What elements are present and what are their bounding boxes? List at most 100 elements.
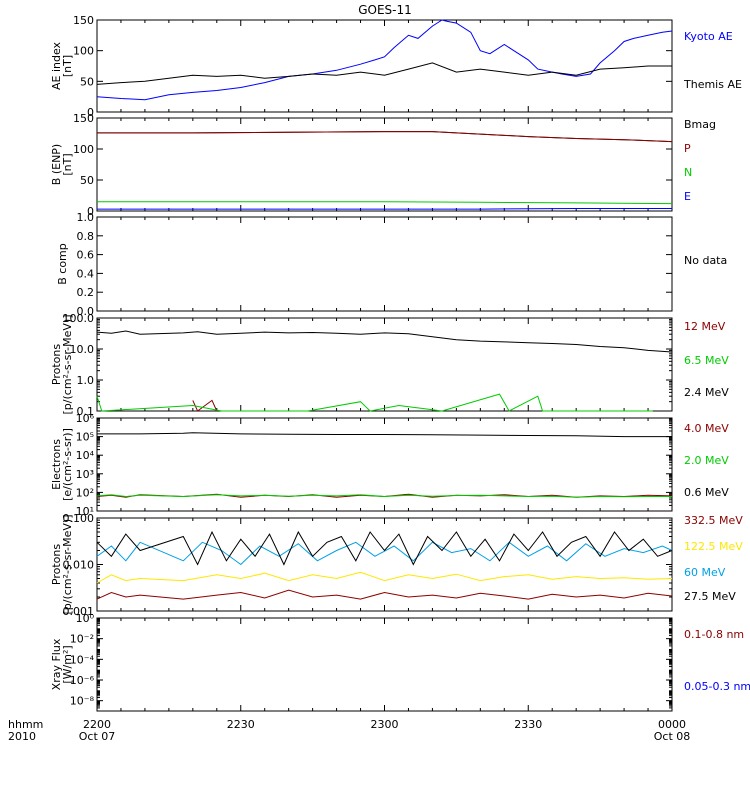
y-axis-label-line: Electrons [50, 439, 63, 490]
x-tick-date-label: Oct 08 [654, 730, 691, 743]
y-axis-label: Protons[p/(cm²-s-sr-MeV)] [50, 515, 74, 615]
y-tick-label: 0.6 [77, 249, 95, 262]
y-axis-label-line: [p/(cm²-s-sr-MeV)] [61, 515, 74, 615]
y-tick-label: 10⁻² [70, 633, 94, 646]
y-axis-label: B comp [56, 243, 69, 285]
y-tick-label: 10.0 [70, 343, 95, 356]
legend-entry: 0.1-0.8 nm [684, 628, 744, 641]
x-tick-label: 2330 [514, 718, 542, 731]
y-tick-label: 0.100 [63, 512, 95, 525]
y-tick-label: 100 [73, 143, 94, 156]
y-tick-label: 0.001 [63, 605, 95, 618]
y-axis-label-line: [nT] [61, 153, 74, 175]
legend-entry: 27.5 MeV [684, 590, 736, 603]
y-axis-label: Protons[p/(cm²-s-sr-MeV)] [50, 315, 74, 415]
series-themis-ae [96, 62, 672, 85]
y-tick-label: 0.8 [77, 230, 95, 243]
y-axis-label-line: B (ENP) [50, 144, 63, 185]
legend-entry: Themis AE [683, 78, 742, 91]
legend-entry: Kyoto AE [684, 30, 733, 43]
series-p [97, 131, 673, 143]
y-tick-label: 10⁵ [76, 431, 94, 444]
series-e [97, 208, 672, 210]
legend-entry: N [684, 166, 692, 179]
y-tick-label: 0.2 [77, 286, 95, 299]
panel-3: 0.0 0.2 0.4 0.6 0.8 1.0 B comp No data [56, 211, 727, 318]
y-tick-label: 50 [80, 174, 94, 187]
y-axis-label: Electrons[e/(cm²-s-sr)] [50, 428, 74, 501]
series-2-0-mev [96, 494, 672, 498]
legend-entry: 0.05-0.3 nm [684, 680, 750, 693]
legend-entry: 332.5 MeV [684, 514, 743, 527]
series-332-5-mev [96, 589, 673, 600]
y-axis-label-line: [e/(cm²-s-sr)] [61, 428, 74, 501]
y-axis-label-line: AE index [50, 41, 63, 90]
y-axis-label: B (ENP)[nT] [50, 144, 74, 185]
y-tick-label: 10⁰ [76, 612, 95, 625]
y-tick-label: 10⁻⁴ [70, 653, 95, 666]
y-tick-label: 150 [73, 14, 94, 27]
series-0-6-mev [97, 432, 672, 438]
panel-6: 0.0010.0100.100Protons[p/(cm²-s-sr-MeV)]… [50, 512, 743, 618]
footer-year-label: 2010 [8, 730, 36, 743]
y-tick-label: 10⁻⁶ [70, 674, 95, 687]
y-tick-label: 10⁶ [76, 412, 95, 425]
y-tick-label: 0.1 [77, 405, 95, 418]
legend-entry: 6.5 MeV [684, 354, 729, 367]
y-tick-label: 100 [73, 45, 94, 58]
y-axis-label-line: [p/(cm²-s-sr-MeV)] [61, 315, 74, 415]
y-axis-label-line: Protons [50, 544, 63, 585]
y-tick-label: 0.010 [63, 559, 95, 572]
y-axis-label-line: [W/m²] [61, 645, 74, 683]
y-tick-label: 50 [80, 75, 94, 88]
y-axis-label-line: Xray Flux [50, 638, 63, 690]
series-n [97, 201, 673, 205]
panel-2: 0 50 100 150 B (ENP)[nT] Bmag PNE [50, 112, 716, 218]
x-tick-label: 2300 [371, 718, 399, 731]
series-122-5-mev [96, 571, 673, 584]
x-tick-label: 2200 [83, 718, 111, 731]
plot-title: GOES-11 [358, 3, 412, 17]
y-tick-label: 10⁴ [76, 449, 95, 462]
legend-entry: 122.5 MeV [684, 540, 743, 553]
legend-entry: 12 MeV [684, 320, 726, 333]
y-tick-label: 10³ [76, 468, 94, 481]
x-tick-label: 2230 [227, 718, 255, 731]
panel-5: 10¹10²10³10⁴10⁵10⁶Electrons[e/(cm²-s-sr)… [50, 412, 729, 518]
legend-entry: 2.4 MeV [684, 386, 729, 399]
series-60-mev [96, 541, 673, 566]
y-tick-label: 0 [87, 106, 94, 119]
footer-hhmm-label: hhmm [8, 718, 43, 731]
y-axis-label-line: Protons [50, 344, 63, 385]
panel-1: 0 50 100 150 AE index[nT] Kyoto AE Themis AE [50, 14, 742, 119]
y-axis-label: AE index[nT] [50, 41, 74, 90]
legend-entry: 0.6 MeV [684, 486, 729, 499]
y-tick-label: 10² [76, 486, 94, 499]
y-tick-label: 0.0 [77, 305, 95, 318]
y-tick-label: 1.0 [77, 211, 95, 224]
series-27-5-mev [96, 530, 673, 566]
legend-entry: Bmag [684, 118, 716, 131]
y-tick-label: 0 [87, 205, 94, 218]
legend-entry: 60 MeV [684, 566, 726, 579]
series-kyoto-ae [96, 19, 673, 101]
x-tick-label: 0000 [658, 718, 686, 731]
y-axis-label-line: [nT] [61, 55, 74, 77]
panel-4: 0.11.010.0100.0Protons[p/(cm²-s-sr-MeV)]… [50, 312, 729, 418]
series-2-4-mev [96, 330, 673, 353]
y-axis-label-line: B comp [56, 243, 69, 285]
legend-entry: No data [684, 254, 727, 267]
y-tick-label: 10¹ [76, 505, 94, 518]
legend-entry: 4.0 MeV [684, 422, 729, 435]
panel-frame [96, 517, 673, 612]
panel-frame [96, 216, 673, 312]
y-tick-label: 150 [73, 112, 94, 125]
panel-frame [96, 617, 673, 712]
y-tick-label: 10⁻⁸ [70, 695, 95, 708]
y-axis-label: Xray Flux[W/m²] [50, 638, 74, 690]
y-tick-label: 100.0 [63, 312, 95, 325]
y-tick-label: 1.0 [77, 374, 95, 387]
